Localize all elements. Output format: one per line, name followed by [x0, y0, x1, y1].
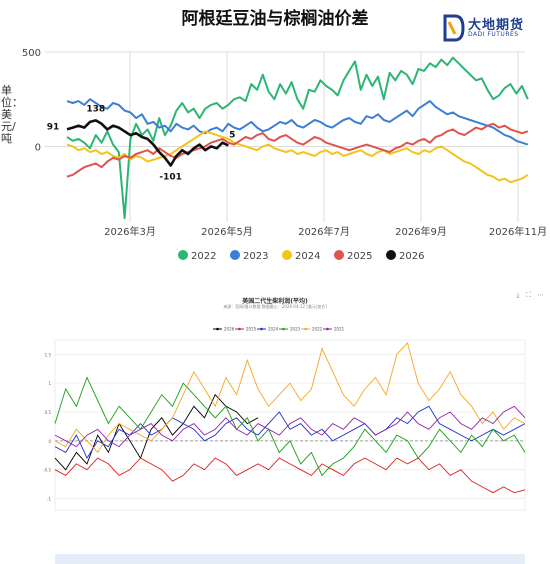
legend-dot-2023: [282, 327, 285, 331]
legend-marker-2024: [282, 250, 292, 260]
chart-title: 阿根廷豆油与棕榈油价差: [181, 9, 369, 29]
legend-label: 2023: [290, 327, 301, 332]
company-logo: 大地期货 DADI FUTURES: [443, 14, 543, 44]
legend-label: 2025: [246, 327, 257, 332]
x-tick-label: 2026年5月: [201, 225, 253, 238]
bottom-chart-panel: ⤓ ⛶ ⋯ 美国二代生柴利润(平均) 来源：官网/隆众数据 数据截止：2026-…: [0, 285, 550, 564]
series-line-2026: [66, 119, 229, 167]
legend-dot-2024: [260, 327, 263, 331]
legend-label: 2021: [334, 327, 345, 332]
x-tick-label: 2026年3月: [104, 225, 156, 238]
chart-title-bottom: 美国二代生柴利润(平均): [242, 298, 308, 305]
legend-label: 2026: [224, 327, 235, 332]
more-icon[interactable]: ⋯: [537, 291, 544, 299]
download-icon[interactable]: ⤓: [516, 291, 520, 299]
legend-marker-2022: [178, 250, 188, 260]
logo-text-en: DADI FUTURES: [468, 31, 519, 38]
x-tick-label: 2026年7月: [298, 225, 350, 238]
y-tick-label: 0.5: [45, 410, 52, 415]
legend-label: 2022: [312, 327, 323, 332]
y-tick-label: 1: [48, 381, 51, 386]
legend-dot-2021: [326, 327, 329, 331]
legend-marker-2025: [334, 250, 344, 260]
legend-marker-2026: [386, 250, 396, 260]
legend-dot-2022: [304, 327, 307, 331]
legend-label: 2026: [399, 251, 424, 262]
x-tick-label: 2026年11月: [489, 225, 547, 238]
series-line-2022: [54, 341, 526, 454]
series-line-2022: [66, 56, 529, 220]
legend-dot-2025: [238, 327, 241, 331]
legend-marker-2023: [230, 250, 240, 260]
y-tick-label: -1: [47, 496, 51, 501]
bottom-line-chart: 1.5 1 0.5 0 -0.5 -1 2026 2025 2024 2023 2022 2021: [43, 327, 526, 511]
series-line-2026: [54, 393, 259, 471]
plot-frame: [54, 339, 526, 511]
dadi-logo-icon: [443, 14, 465, 42]
legend-label: 2024: [268, 327, 279, 332]
data-label: 91: [47, 122, 60, 132]
legend-label: 2023: [243, 251, 268, 262]
legend-label: 2024: [295, 251, 320, 262]
y-tick-label: 0: [35, 142, 41, 153]
series-line-2024: [66, 130, 529, 184]
series-line-2021: [54, 405, 526, 448]
data-label: 138: [86, 104, 105, 114]
expand-icon[interactable]: ⛶: [525, 291, 531, 299]
chart-toolbar: ⤓ ⛶ ⋯: [513, 291, 544, 300]
y-tick-label: 500: [22, 48, 41, 59]
series-line-2024: [54, 405, 526, 460]
zoom-slider[interactable]: [55, 554, 525, 564]
chart-subtitle-bottom: 来源：官网/隆众数据 数据截止：2026-04-22 [美元/加仑]: [223, 304, 327, 309]
series-line-2025: [66, 122, 529, 178]
logo-text-cn: 大地期货: [468, 18, 525, 33]
legend-label: 2022: [191, 251, 216, 262]
y-tick-label: 0: [48, 439, 51, 444]
series-line-2023: [66, 98, 529, 146]
series-line-2025: [54, 457, 526, 494]
legend-dot-2026: [216, 327, 219, 331]
legend-label: 2025: [347, 251, 372, 262]
y-tick-label: -0.5: [43, 468, 51, 473]
top-line-chart: 0 500 2026年3月 2026年5月 2026年7月 2026年9月 2026年11月…: [22, 48, 547, 262]
series-line-2023: [54, 376, 526, 477]
data-label: -101: [159, 173, 182, 183]
data-label: 5: [229, 131, 235, 141]
y-tick-label: 1.5: [45, 352, 52, 357]
x-tick-label: 2026年9月: [395, 225, 447, 238]
